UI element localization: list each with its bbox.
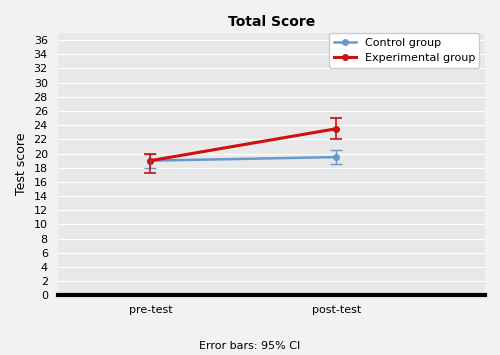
Line: Control group: Control group	[148, 154, 339, 163]
Legend: Control group, Experimental group: Control group, Experimental group	[329, 33, 480, 68]
Control group	[148, 159, 154, 163]
Y-axis label: Test score: Test score	[15, 133, 28, 196]
Line: Experimental group: Experimental group	[148, 126, 339, 163]
Experimental group	[334, 127, 340, 131]
Text: Error bars: 95% CI: Error bars: 95% CI	[200, 341, 300, 351]
Experimental group	[148, 159, 154, 163]
Control group	[334, 155, 340, 159]
Title: Total Score: Total Score	[228, 15, 315, 29]
